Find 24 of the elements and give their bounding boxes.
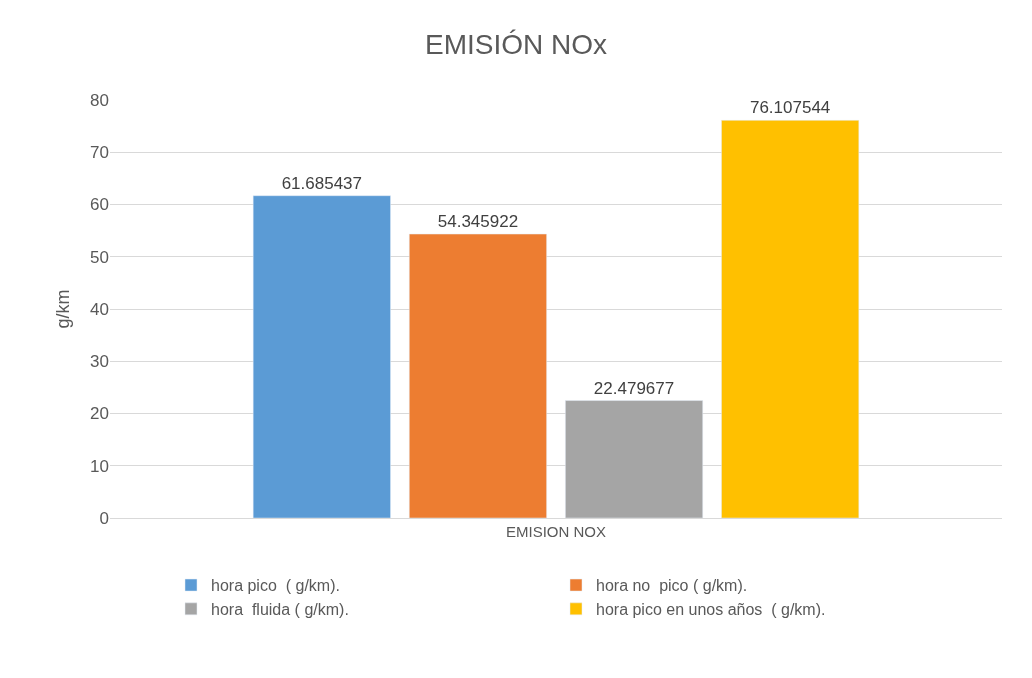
y-axis-title: g/km [53,289,74,329]
y-tick-label: 10 [90,456,109,476]
bar [565,400,703,518]
y-tick-label: 20 [90,404,109,424]
y-tick-label: 80 [90,90,109,110]
bar [721,120,860,518]
legend-label: hora no pico ( g/km). [596,577,748,595]
y-tick-label: 70 [90,143,109,163]
y-tick-label: 0 [99,508,109,528]
chart-title: EMISIÓN NOx [424,28,608,60]
bar [409,233,547,518]
data-label: 76.107544 [749,98,831,118]
legend-label: hora pico en unos años ( g/km). [596,601,826,619]
x-tick-label: EMISION NOX [505,523,607,540]
legend-label: hora fluida ( g/km). [211,601,349,619]
data-label: 61.685437 [281,173,363,193]
y-tick-label: 30 [90,352,109,372]
y-tick-label: 50 [90,247,109,267]
data-label: 22.479677 [593,378,675,398]
y-tick-label: 40 [90,299,109,319]
data-label: 54.345922 [437,212,519,232]
legend-label: hora pico ( g/km). [211,577,340,595]
bar [252,195,391,518]
y-tick-label: 60 [90,195,109,215]
